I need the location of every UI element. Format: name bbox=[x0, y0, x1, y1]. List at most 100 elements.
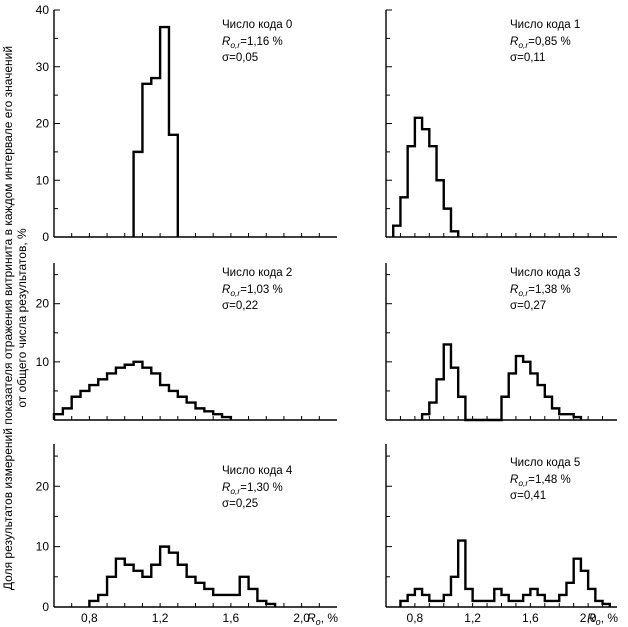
histogram-bar bbox=[502, 595, 509, 607]
histogram-bar bbox=[151, 78, 160, 237]
histogram-bar bbox=[523, 362, 530, 420]
histogram-bar bbox=[422, 129, 429, 237]
histogram-bar bbox=[151, 565, 160, 607]
histogram-bar bbox=[63, 408, 72, 420]
histogram-bar bbox=[465, 589, 472, 607]
histogram-bar bbox=[213, 595, 222, 607]
x-axis-symbol: R bbox=[587, 611, 596, 625]
histogram-bar bbox=[444, 209, 451, 237]
histogram-bar bbox=[502, 397, 509, 420]
histogram-bar bbox=[422, 414, 429, 420]
x-axis-subscript: o bbox=[596, 617, 601, 627]
mean-value: =0,85 % bbox=[528, 36, 571, 48]
y-tick-label: 0 bbox=[42, 600, 49, 614]
histogram-bar bbox=[494, 589, 501, 607]
mean-value: =1,48 % bbox=[528, 474, 571, 486]
panel-bottom-right: 0,8 1,2 1,6 2,0Ro, % Число кода 5 Ro,r=1,48 %… bbox=[385, 444, 618, 627]
y-axis-title-line2: от общего числа результатов, % bbox=[15, 228, 29, 408]
x-tick-label: 2,0 bbox=[293, 611, 310, 625]
histogram-bar bbox=[603, 604, 610, 607]
histogram-bar bbox=[509, 601, 516, 607]
histogram-bar bbox=[588, 589, 595, 607]
histogram-bar bbox=[437, 180, 444, 237]
histogram-bar bbox=[545, 397, 552, 420]
histogram-bar bbox=[444, 595, 451, 607]
histogram-bar bbox=[429, 601, 436, 607]
histogram-bar bbox=[538, 385, 545, 420]
x-axis-title: Ro, % bbox=[307, 611, 338, 627]
histogram-bar bbox=[595, 601, 602, 607]
histogram-bar bbox=[451, 231, 458, 237]
histogram-bar bbox=[437, 601, 444, 607]
x-tick-label: 0,8 bbox=[81, 611, 98, 625]
panel-middle-right: Число кода 3 Ro,r=1,38 % σ=0,27 bbox=[385, 263, 617, 422]
x-axis-unit: , % bbox=[321, 611, 339, 625]
x-tick-label: 0,8 bbox=[407, 611, 424, 625]
code-number-label: Число кода 5 bbox=[510, 457, 580, 469]
histogram-bar bbox=[257, 601, 266, 607]
code-number-label: Число кода 4 bbox=[222, 465, 293, 477]
y-tick-label: 20 bbox=[36, 297, 50, 311]
histogram-bar bbox=[178, 565, 187, 607]
histogram-bar bbox=[222, 417, 231, 420]
histogram-bar bbox=[516, 356, 523, 420]
histogram-bar bbox=[266, 604, 275, 607]
mean-subscript: o,r bbox=[230, 288, 241, 298]
histogram-bar bbox=[72, 397, 81, 420]
histogram-bar bbox=[574, 559, 581, 607]
histogram-bar bbox=[134, 362, 143, 420]
x-axis-title: Ro, % bbox=[587, 611, 618, 627]
mean-value: =1,03 % bbox=[240, 284, 283, 296]
histogram-bar bbox=[523, 595, 530, 607]
histogram-bar bbox=[222, 595, 231, 607]
sigma-value: σ=0,05 bbox=[222, 52, 258, 64]
histogram-bar bbox=[231, 595, 240, 607]
mean-value: =1,38 % bbox=[528, 284, 571, 296]
histogram-bar bbox=[451, 368, 458, 420]
histogram-bar bbox=[98, 379, 107, 420]
histogram-bar bbox=[473, 601, 480, 607]
histogram-bar bbox=[400, 601, 407, 607]
mean-reflectance: Ro,r=1,48 % bbox=[510, 474, 571, 488]
sigma-value: σ=0,25 bbox=[222, 498, 258, 510]
histogram-bar bbox=[160, 27, 169, 237]
histogram-bar bbox=[160, 385, 169, 420]
x-tick-label: 1,2 bbox=[464, 611, 481, 625]
histogram-bar bbox=[142, 84, 151, 237]
mean-reflectance: Ro,r=1,30 % bbox=[222, 482, 283, 496]
histogram-bar bbox=[169, 391, 178, 420]
histogram-bar bbox=[451, 577, 458, 607]
y-tick-label: 20 bbox=[36, 117, 50, 131]
histogram-bar bbox=[240, 577, 249, 607]
histogram-bar bbox=[444, 344, 451, 420]
histogram-bar bbox=[545, 601, 552, 607]
histogram-bar bbox=[509, 373, 516, 420]
histogram-bar bbox=[204, 589, 213, 607]
code-number-label: Число кода 2 bbox=[222, 267, 292, 279]
histogram-bar bbox=[187, 403, 196, 420]
histogram-bar bbox=[125, 565, 134, 607]
histogram-bar bbox=[566, 414, 573, 420]
y-tick-label: 10 bbox=[36, 355, 50, 369]
x-axis-unit: , % bbox=[601, 611, 619, 625]
histogram-outline bbox=[420, 343, 583, 422]
panel-top-right: Число кода 1 Ro,r=0,85 % σ=0,11 bbox=[385, 9, 617, 238]
mean-reflectance: Ro,r=1,03 % bbox=[222, 284, 283, 298]
histogram-bar bbox=[516, 601, 523, 607]
histogram-bar bbox=[415, 118, 422, 237]
x-tick-label: 2,0 bbox=[580, 611, 597, 625]
mean-reflectance: Ro,r=1,38 % bbox=[510, 284, 571, 298]
histogram-bar bbox=[89, 385, 98, 420]
histogram-outline bbox=[88, 545, 277, 607]
histogram-bar bbox=[116, 559, 125, 607]
sigma-value: σ=0,41 bbox=[510, 490, 546, 502]
histogram-outline bbox=[52, 360, 233, 420]
histogram-bar bbox=[196, 408, 205, 420]
histogram-bar bbox=[249, 589, 258, 607]
histogram-bar bbox=[151, 373, 160, 420]
x-tick-label: 1,6 bbox=[522, 611, 539, 625]
histogram-bar bbox=[429, 146, 436, 237]
mean-subscript: o,r bbox=[518, 288, 529, 298]
histogram-bar bbox=[204, 411, 213, 420]
